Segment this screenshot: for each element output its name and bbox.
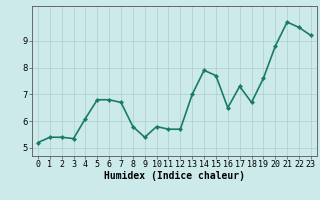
X-axis label: Humidex (Indice chaleur): Humidex (Indice chaleur): [104, 171, 245, 181]
